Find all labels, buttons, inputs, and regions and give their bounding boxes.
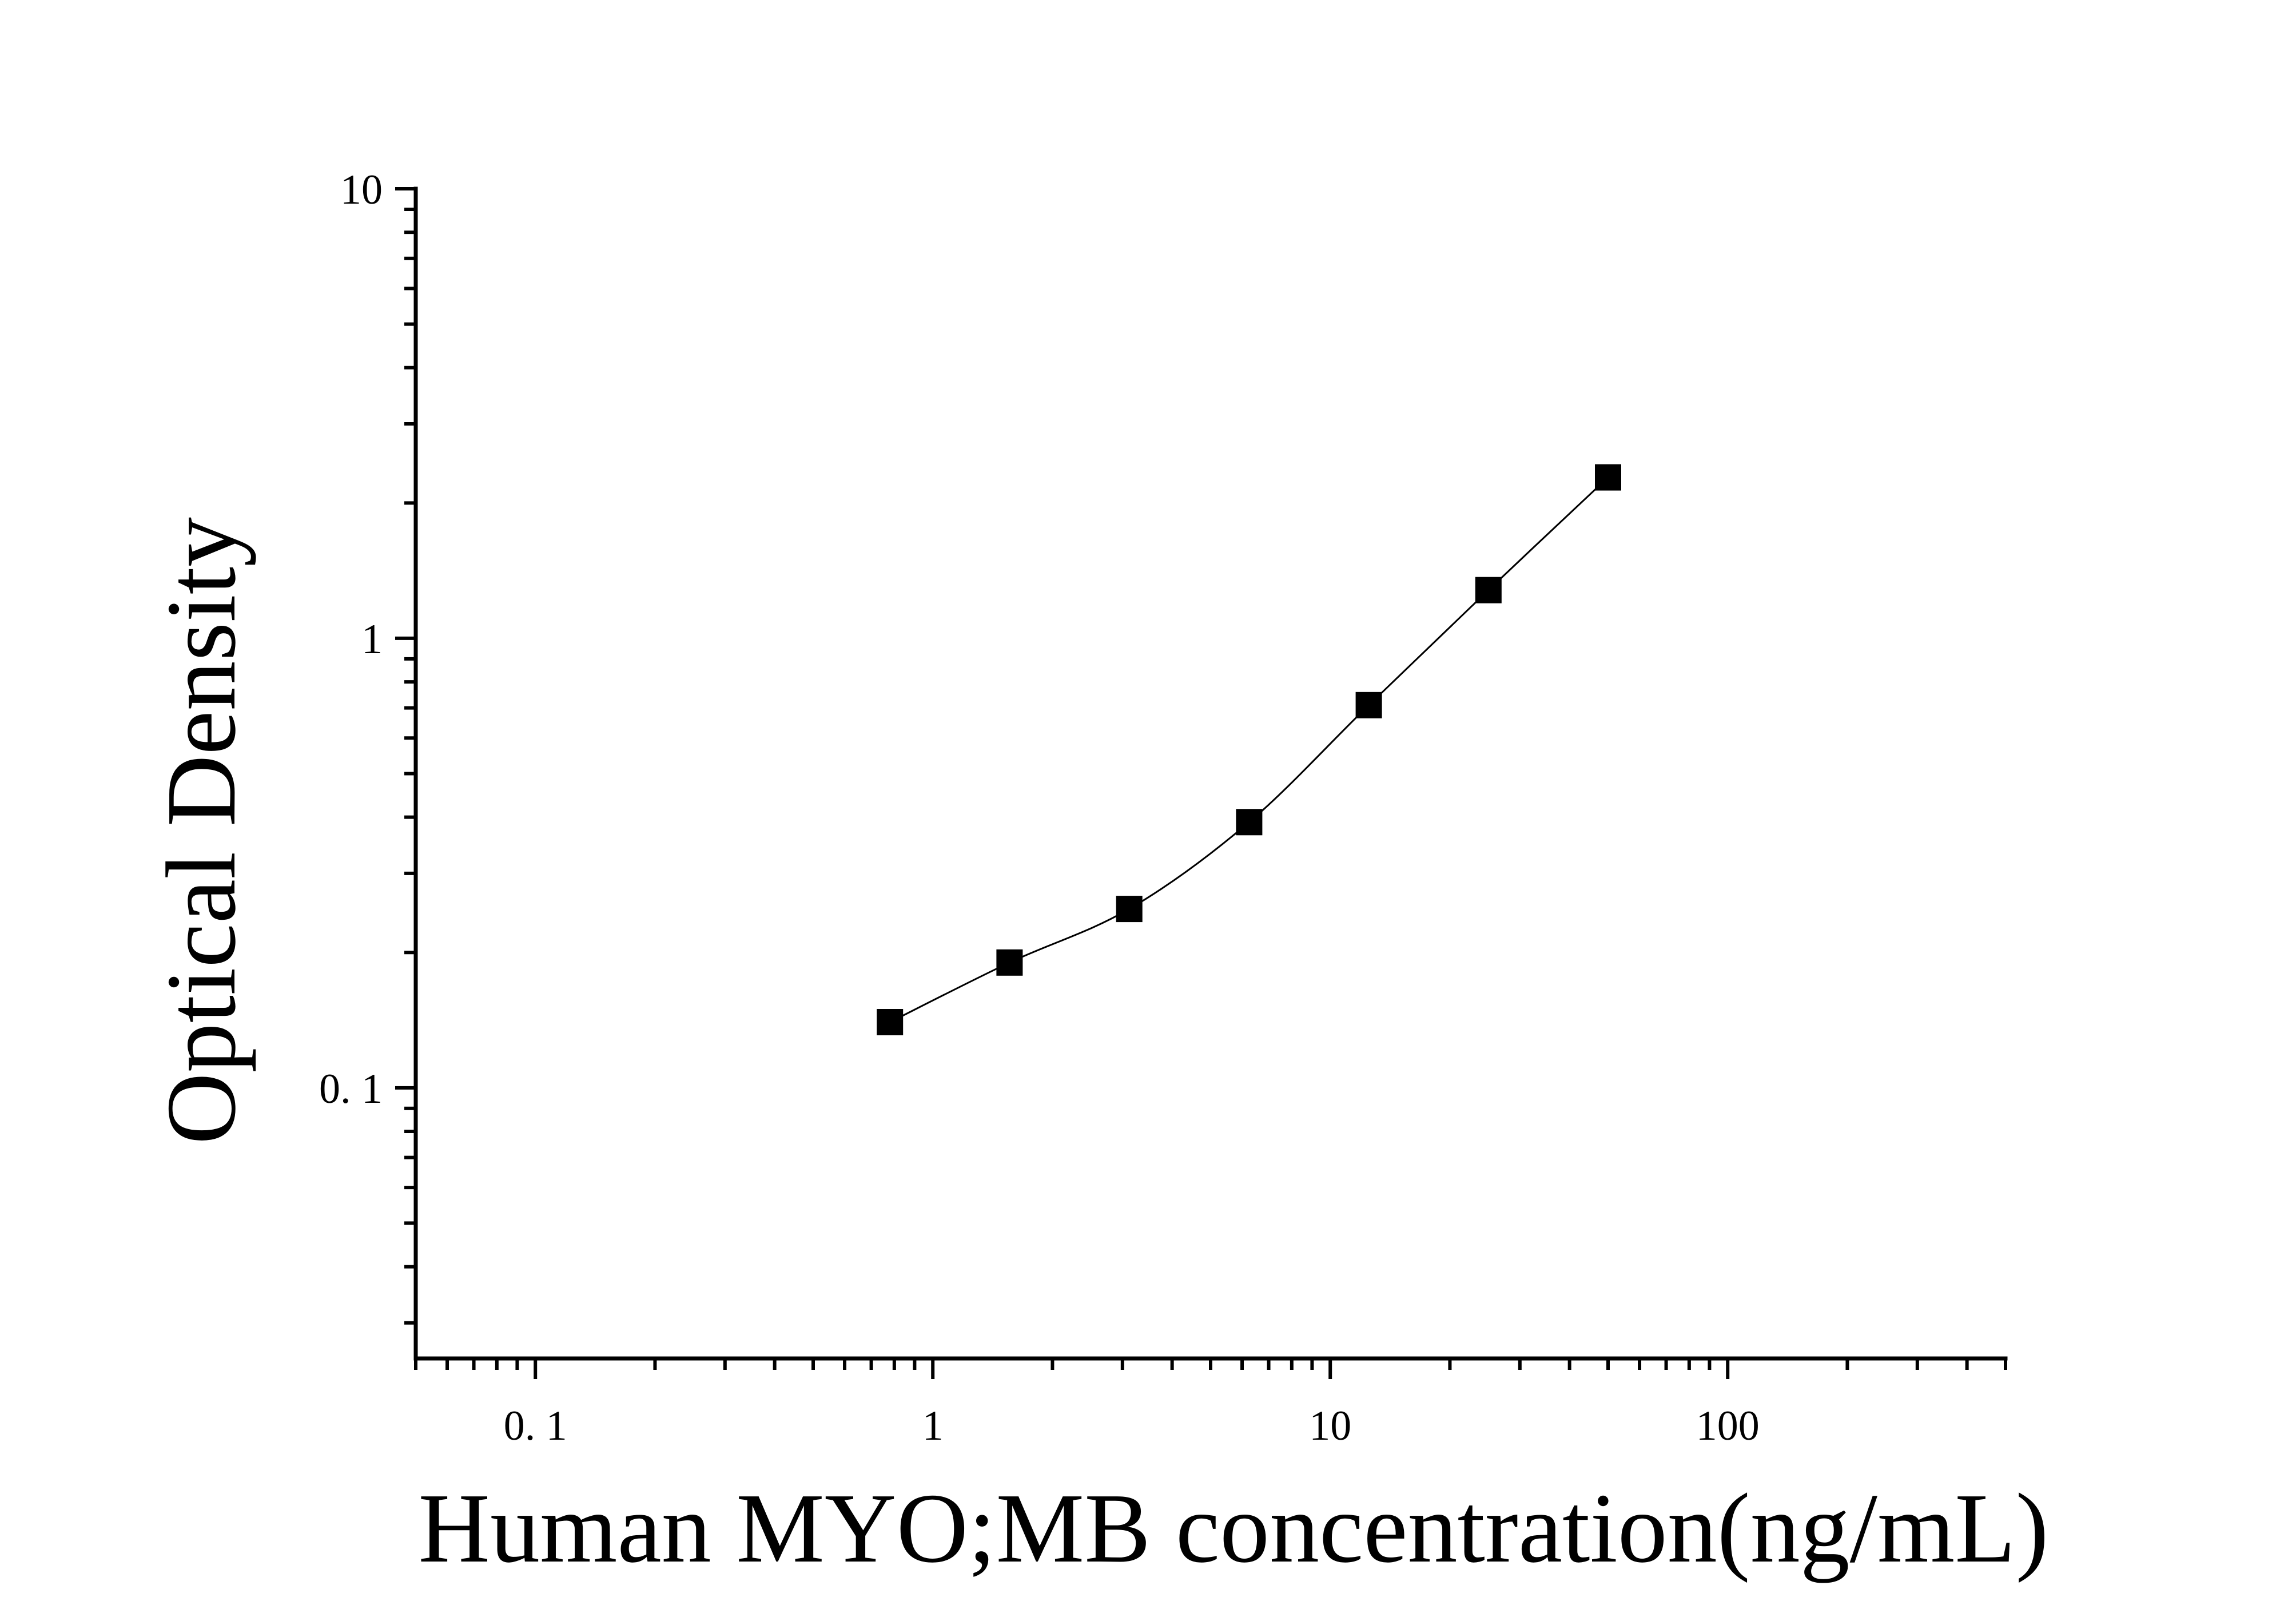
data-point xyxy=(1116,896,1143,923)
x-tick-label: 1 xyxy=(922,1403,944,1449)
data-points xyxy=(877,464,1621,1035)
data-point xyxy=(1355,692,1382,718)
x-tick-label: 100 xyxy=(1696,1403,1760,1449)
data-point xyxy=(1475,577,1502,603)
data-point xyxy=(1595,464,1621,491)
y-tick-label: 0. 1 xyxy=(319,1066,383,1113)
y-axis-major-ticks xyxy=(395,187,416,1090)
x-axis-major-ticks xyxy=(534,1358,1730,1379)
data-point xyxy=(1236,809,1263,836)
y-axis-title: Optical Density xyxy=(146,517,256,1145)
data-point xyxy=(996,949,1023,976)
data-point xyxy=(877,1009,904,1035)
x-tick-label: 0. 1 xyxy=(504,1403,567,1449)
x-tick-label: 10 xyxy=(1309,1403,1351,1449)
y-axis-tick-labels: 0. 1 1 10 xyxy=(319,166,383,1113)
y-tick-label: 10 xyxy=(340,166,383,213)
fit-curve xyxy=(889,476,1609,1023)
x-axis-title: Human MYO;MB concentration(ng/mL) xyxy=(418,1473,2048,1583)
y-tick-label: 1 xyxy=(361,616,383,663)
x-axis-tick-labels: 0. 1 1 10 100 xyxy=(504,1403,1760,1449)
